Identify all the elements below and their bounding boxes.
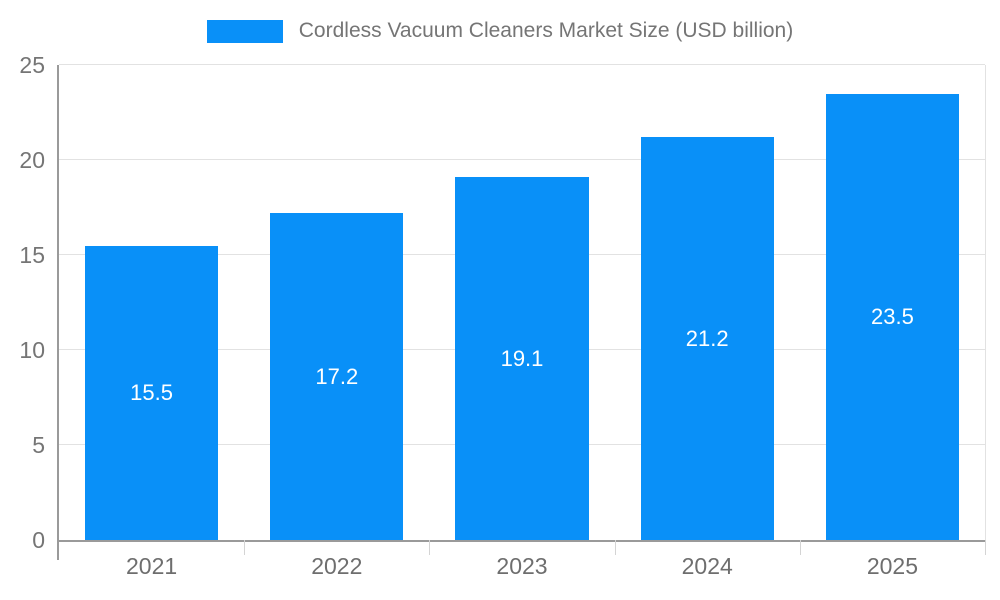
x-axis-tick — [799, 540, 801, 555]
y-axis-label-20: 20 — [19, 147, 45, 173]
y-axis-label-10: 10 — [19, 337, 45, 363]
bar-value-label-2024: 21.2 — [685, 325, 729, 351]
y-axis-label-15: 15 — [19, 242, 45, 268]
y-axis-tick — [57, 540, 59, 560]
y-axis-label-5: 5 — [32, 432, 45, 458]
bar-2025[interactable]: 23.5 — [825, 93, 960, 540]
plot-area: 15.5 2021 17.2 2022 19.1 2023 21.2 2024 23.5 2025 — [57, 64, 987, 579]
x-axis-tick — [985, 540, 987, 555]
x-axis-label-2021: 2021 — [126, 553, 178, 579]
bar-value-label-2022: 17.2 — [315, 363, 359, 389]
bar-value-label-2025: 23.5 — [870, 303, 914, 329]
legend-swatch-icon — [206, 19, 283, 43]
gridline-y-25 — [59, 64, 985, 65]
bar-cell-2022: 17.2 2022 — [244, 65, 429, 579]
x-axis-tick — [244, 540, 246, 555]
x-axis-label-2024: 2024 — [681, 553, 733, 579]
bar-value-label-2021: 15.5 — [130, 379, 173, 405]
chart-title: Cordless Vacuum Cleaners Market Size (US… — [298, 19, 794, 42]
x-axis-label-2022: 2022 — [311, 553, 363, 579]
bar-2022[interactable]: 17.2 — [270, 213, 404, 540]
x-axis-tick — [614, 540, 616, 555]
x-axis-label-2023: 2023 — [496, 553, 548, 579]
bar-cell-2021: 15.5 2021 — [59, 65, 244, 579]
chart-legend: Cordless Vacuum Cleaners Market Size (US… — [0, 17, 1000, 45]
bar-value-label-2023: 19.1 — [500, 345, 544, 371]
bar-2023[interactable]: 19.1 — [455, 177, 589, 540]
y-axis-label-0: 0 — [32, 527, 45, 553]
bar-2024[interactable]: 21.2 — [640, 137, 774, 540]
bar-cell-2024: 21.2 2024 — [614, 65, 800, 579]
y-axis-label-25: 25 — [19, 52, 45, 78]
x-axis-tick — [429, 540, 431, 555]
bar-cell-2025: 23.5 2025 — [799, 65, 987, 579]
bar-2021[interactable]: 15.5 — [84, 245, 219, 540]
gridline-y-20 — [59, 159, 985, 160]
bar-cell-2023: 19.1 2023 — [429, 65, 614, 579]
x-axis-label-2025: 2025 — [866, 553, 918, 579]
